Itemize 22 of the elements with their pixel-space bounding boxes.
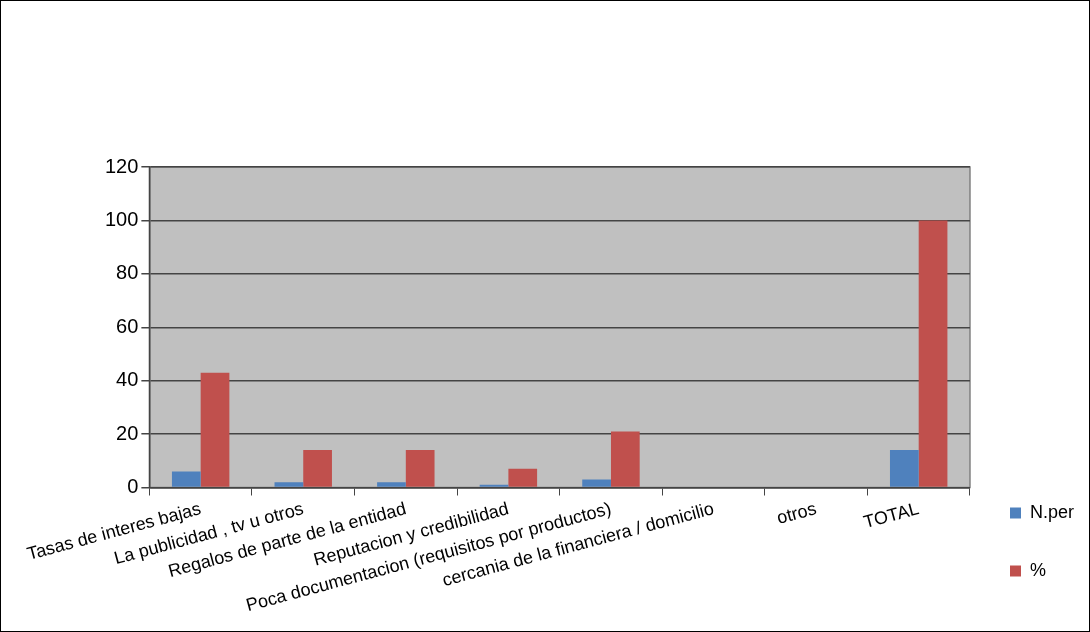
bar	[508, 468, 538, 487]
bar	[274, 482, 304, 487]
legend-label: N.per	[1029, 501, 1075, 522]
bar	[405, 450, 435, 487]
y-tick-label: 60	[116, 314, 139, 337]
bar	[610, 431, 640, 487]
y-tick-label: 80	[116, 261, 139, 284]
legend-label: %	[1029, 559, 1046, 580]
bar	[200, 372, 230, 487]
x-tick-label: otros	[774, 498, 819, 528]
y-tick-label: 120	[104, 154, 139, 177]
y-tick-label: 100	[104, 207, 139, 230]
y-tick-label: 0	[127, 475, 139, 498]
bar	[171, 471, 201, 487]
y-tick-label: 40	[116, 368, 139, 391]
bar	[377, 482, 406, 487]
x-tick-label: TOTAL	[861, 498, 922, 533]
y-tick-label: 20	[116, 421, 139, 444]
bar	[582, 479, 611, 487]
bar	[303, 450, 332, 487]
bar	[918, 220, 948, 487]
bar	[889, 450, 919, 487]
